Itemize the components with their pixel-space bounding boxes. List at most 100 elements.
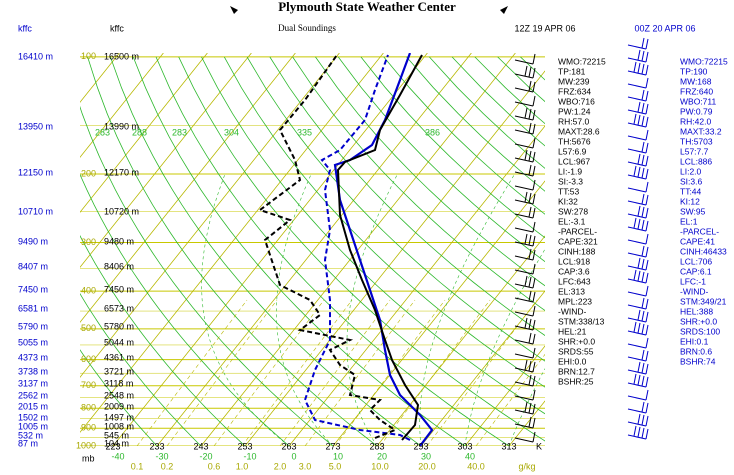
- barb-flag: [633, 113, 637, 125]
- barb-flag: [532, 165, 536, 177]
- mixing-label: 10.0: [371, 461, 389, 471]
- height-label-left: 532 m: [18, 430, 43, 440]
- barb-flag: [637, 49, 641, 61]
- barb-staff: [514, 437, 534, 443]
- index-left: CINH:188: [558, 246, 596, 256]
- celsius-label: -40: [111, 451, 124, 461]
- barb-staff: [514, 213, 534, 219]
- index-left: BRN:12.7: [558, 366, 595, 376]
- mixing-label: 0.1: [131, 461, 144, 471]
- barb-flag: [524, 149, 528, 161]
- dry-adiabat: [80, 349, 158, 446]
- height-label-left: 9490 m: [18, 236, 48, 246]
- barb-flag: [528, 234, 532, 246]
- barb-flag: [645, 181, 649, 193]
- celsius-label: 40: [465, 451, 475, 461]
- theta-label: 283: [172, 127, 187, 137]
- height-label-right: 13990 m: [104, 121, 139, 131]
- barb-flag: [645, 51, 649, 63]
- height-label-right: 104 m: [104, 438, 129, 448]
- title: Plymouth State Weather Center: [278, 0, 456, 14]
- barb-staff: [627, 304, 647, 310]
- index-left: STM:338/13: [558, 316, 605, 326]
- barb-flag: [637, 62, 641, 74]
- height-label-right: 1497 m: [104, 412, 134, 422]
- index-left: EL:313: [558, 286, 585, 296]
- height-label-left: 8407 m: [18, 261, 48, 271]
- dry-adiabat: [360, 56, 545, 239]
- index-left: WMO:72215: [558, 56, 606, 66]
- barb-flag: [641, 37, 645, 49]
- dry-adiabat: [80, 173, 290, 446]
- mixing-label: g/kg: [518, 461, 535, 471]
- barb-flag: [641, 349, 645, 361]
- barb-staff: [514, 311, 534, 317]
- barb-flag: [645, 220, 649, 232]
- theta-label: 283: [95, 127, 110, 137]
- barb-flag: [641, 115, 645, 127]
- barb-flag: [633, 165, 637, 177]
- isotherm: [80, 53, 252, 268]
- pressure-label: 400: [81, 286, 96, 296]
- index-left: RH:57.0: [558, 116, 589, 126]
- index-right: MAXT:33.2: [680, 126, 722, 136]
- barb-flag: [645, 324, 649, 336]
- dry-adiabat: [269, 56, 545, 336]
- barb-flag: [641, 193, 645, 205]
- barb-flag: [645, 233, 649, 245]
- barb-flag: [532, 123, 536, 135]
- station-left: kffc: [18, 23, 32, 33]
- barb-flag: [645, 168, 649, 180]
- barb-staff: [514, 101, 534, 107]
- height-label-right: 5044 m: [104, 337, 134, 347]
- celsius-label: -10: [243, 451, 256, 461]
- mixing-label: 40.0: [467, 461, 485, 471]
- index-left: HEL:21: [558, 326, 587, 336]
- index-right: EHI:0.1: [680, 336, 709, 346]
- barb-flag: [645, 103, 649, 115]
- barb-flag: [641, 89, 645, 101]
- moist-adiabat: [276, 173, 334, 446]
- height-label-left: 12150 m: [18, 167, 53, 177]
- barb-flag: [633, 321, 637, 333]
- barb-flag: [645, 259, 649, 271]
- barb-flag: [641, 245, 645, 257]
- index-right: SRDS:100: [680, 326, 720, 336]
- barb-staff: [627, 356, 647, 362]
- barb-staff: [627, 200, 647, 206]
- barb-staff: [514, 283, 534, 289]
- index-left: CAPE:321: [558, 236, 598, 246]
- barb-staff: [627, 421, 647, 427]
- barb-flag: [645, 311, 649, 323]
- isotherm: [464, 345, 545, 446]
- barb-staff: [514, 423, 534, 429]
- height-label-left: 6581 m: [18, 303, 48, 313]
- barb-flag: [645, 285, 649, 297]
- barb-flag: [528, 332, 532, 344]
- barb-staff: [514, 199, 534, 205]
- height-label-left: 13950 m: [18, 121, 53, 131]
- barb-flag: [528, 206, 532, 218]
- index-left: WBO:716: [558, 96, 595, 106]
- barb-flag: [532, 207, 536, 219]
- barb-flag: [528, 276, 532, 288]
- mixing-ratio-line: [426, 299, 538, 446]
- dry-adiabat: [80, 234, 246, 446]
- index-left: TH:5676: [558, 136, 591, 146]
- barb-flag: [633, 61, 637, 73]
- barb-flag: [633, 217, 637, 229]
- index-right: HEL:388: [680, 306, 713, 316]
- time-right: 00Z 20 APR 06: [634, 23, 695, 33]
- dry-adiabat: [223, 56, 545, 388]
- barb-staff: [514, 395, 534, 401]
- barb-flag: [645, 246, 649, 258]
- isotherm: [288, 125, 545, 446]
- index-left: TP:181: [558, 66, 586, 76]
- index-left: L57:6.9: [558, 146, 587, 156]
- barb-flag: [532, 347, 536, 359]
- barb-flag: [641, 63, 645, 75]
- barb-flag: [641, 206, 645, 218]
- barb-staff: [627, 122, 647, 128]
- barb-flag: [645, 90, 649, 102]
